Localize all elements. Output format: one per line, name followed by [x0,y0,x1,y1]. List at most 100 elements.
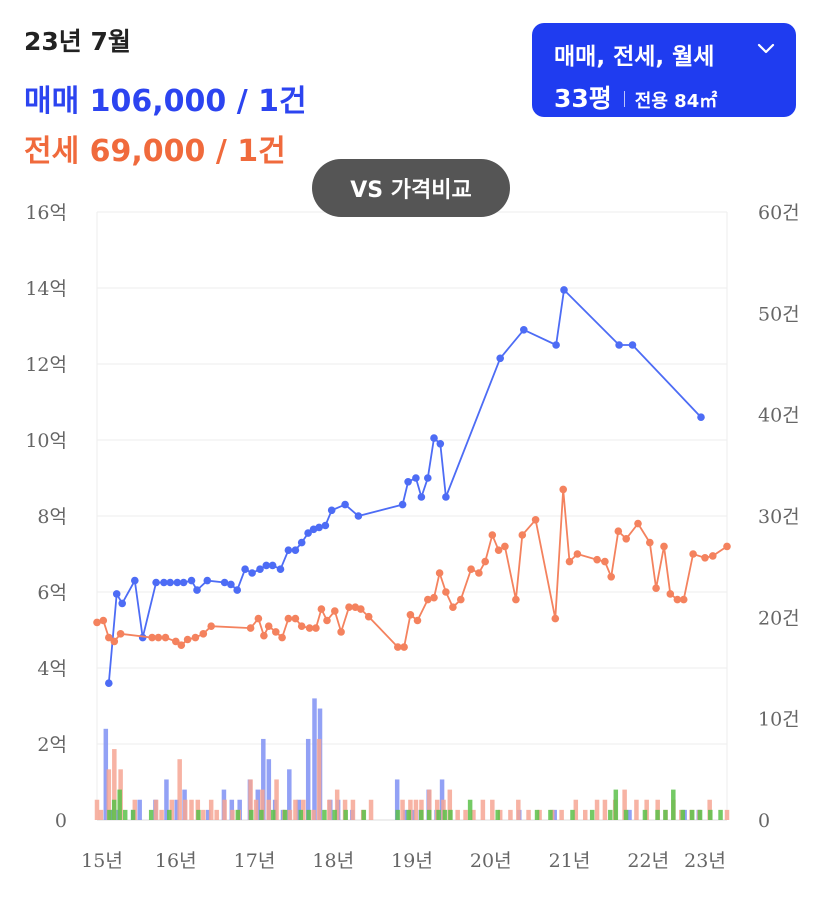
volume-bar [480,799,486,820]
data-point [166,578,174,587]
volume-bar [167,809,172,820]
data-point [187,576,196,585]
data-point [615,341,623,349]
data-point [424,595,432,604]
data-point [442,588,450,596]
data-point [291,546,300,554]
data-point [614,527,623,535]
volume-bar [426,809,432,820]
data-point [233,586,241,594]
data-point [337,628,345,636]
data-point [601,557,609,566]
data-point [593,555,601,564]
volume-bar [287,769,292,820]
data-point [246,624,255,632]
data-point [207,622,215,630]
volume-bar [410,809,416,820]
data-point [435,569,444,577]
data-point [646,538,654,547]
data-point [183,635,192,644]
data-point [467,565,475,573]
volume-bar [169,799,175,820]
volume-bar [394,779,400,820]
volume-bar [343,809,348,820]
deal-type-selector-button[interactable]: 매매, 전세, 월세 33평 전용 84㎡ [532,23,796,117]
volume-bar [689,809,695,820]
y-right-tick-label: 60건 [758,202,800,224]
data-point [321,521,330,530]
data-point [191,633,200,642]
data-point [666,590,675,598]
data-point [199,630,208,638]
y-left-tick-label: 14억 [25,278,67,300]
data-point [173,578,182,587]
data-point [565,557,574,566]
volume-bar [455,809,460,820]
volume-bar [559,809,564,820]
volume-bar [266,799,271,820]
volume-bar [497,809,503,820]
data-point [276,565,285,573]
data-point [148,633,156,642]
volume-bar [222,799,227,820]
data-point [673,595,682,604]
data-point [268,561,277,570]
volume-bar [287,809,293,820]
data-point [112,590,121,598]
data-point [284,546,293,554]
volume-bar [642,809,648,820]
data-point [331,607,339,615]
volume-bar [471,809,476,820]
data-point [354,512,363,520]
data-point [400,643,408,651]
x-tick-label: 21년 [549,850,591,872]
y-left-tick-label: 8억 [37,506,67,528]
volume-bar [419,809,424,820]
volume-bar [436,809,441,820]
data-point [227,580,235,589]
data-point [573,550,582,558]
data-point [652,584,660,592]
x-tick-label: 18년 [312,850,354,872]
volume-bar [467,799,473,820]
volume-bar [623,809,629,820]
data-point [116,630,125,638]
data-point [406,611,415,619]
y-left-tick-label: 6억 [37,582,67,604]
data-point [398,500,407,509]
volume-bar [395,809,400,820]
x-tick-label: 19년 [391,850,433,872]
volume-bar [490,799,495,820]
volume-bar [137,799,142,820]
volume-bar [98,809,104,820]
data-point [488,531,497,539]
volume-bar [122,809,128,820]
y-left-tick-label: 4억 [37,658,67,680]
series-line [107,287,702,684]
data-point [312,624,320,632]
data-point [628,341,637,349]
data-point [317,605,326,613]
volume-bar [271,809,276,820]
vs-compare-button[interactable]: VS 가격비교 [312,159,510,217]
volume-bar [361,809,367,820]
volume-bar [248,779,253,820]
data-point [327,506,336,515]
volume-bar [311,809,316,820]
volume-bar [282,809,288,820]
volume-bar [266,759,272,820]
volume-bar [208,799,214,820]
data-point [531,516,540,524]
data-point [551,614,560,623]
data-point [254,614,263,623]
data-point [494,546,503,554]
volume-bar [671,789,676,820]
data-point [496,354,505,363]
volume-bar [447,789,453,820]
data-point [241,565,249,573]
data-point [341,500,349,509]
volume-bar [655,809,660,820]
volume-bar [448,809,453,820]
data-point [622,535,630,543]
volume-bar [174,799,179,820]
